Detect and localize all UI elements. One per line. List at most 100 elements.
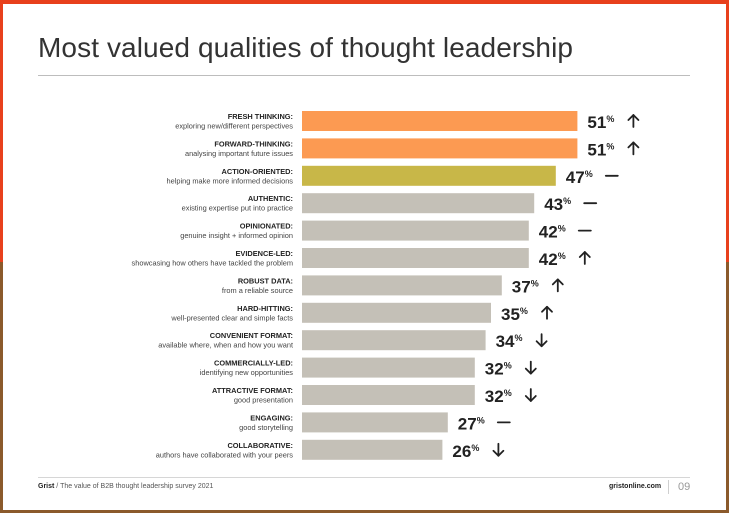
bar-row: ENGAGING:good storytelling 27% <box>239 412 511 433</box>
data-label-unit: % <box>606 114 614 124</box>
data-label-value: 51 <box>587 140 606 159</box>
footer-credit: Grist / The value of B2B thought leaders… <box>38 483 213 490</box>
data-label: 27% <box>458 414 485 433</box>
data-label: 32% <box>485 387 512 406</box>
footer-survey-name: The value of B2B thought leadership surv… <box>60 483 214 490</box>
category-description: well-presented clear and simple facts <box>170 313 293 322</box>
data-label: 43% <box>544 195 571 214</box>
data-label-unit: % <box>504 361 512 371</box>
category-description: authors have collaborated with your peer… <box>156 450 294 459</box>
page-title: Most valued qualities of thought leaders… <box>38 32 574 63</box>
bar <box>302 330 486 351</box>
category-label: COMMERCIALLY-LED: <box>214 359 293 368</box>
data-label: 34% <box>496 332 523 351</box>
bar <box>302 248 529 268</box>
bar-row: AUTHENTIC:existing expertise put into pr… <box>182 193 598 214</box>
page-number-divider <box>668 480 669 494</box>
bar <box>302 193 535 214</box>
bar <box>302 302 491 323</box>
data-label-value: 34 <box>496 332 515 351</box>
data-label: 26% <box>452 442 479 461</box>
bar-row: CONVENIENT FORMAT:available where, when … <box>158 330 548 351</box>
data-label-value: 35 <box>501 305 520 324</box>
category-label: ATTRACTIVE FORMAT: <box>212 386 293 395</box>
data-label-value: 43 <box>544 195 563 214</box>
data-label-unit: % <box>563 196 571 206</box>
bar-row: FORWARD-THINKING:analysing important fut… <box>185 138 640 159</box>
category-description: identifying new opportunities <box>200 368 294 377</box>
data-label-value: 47 <box>566 168 585 187</box>
category-label: ROBUST DATA: <box>238 276 293 285</box>
category-label: EVIDENCE-LED: <box>236 249 294 258</box>
arrow-down-icon <box>524 360 537 375</box>
data-label-unit: % <box>531 278 539 288</box>
data-label-value: 51 <box>587 113 606 132</box>
bar-row: FRESH THINKING:exploring new/different p… <box>175 111 640 132</box>
data-label-unit: % <box>606 141 614 151</box>
category-description: showcasing how others have tackled the p… <box>132 259 293 268</box>
data-label-unit: % <box>585 169 593 179</box>
bar-row: COMMERCIALLY-LED:identifying new opportu… <box>200 357 537 379</box>
data-label: 37% <box>512 277 539 296</box>
category-label: AUTHENTIC: <box>248 194 293 203</box>
data-label-value: 26 <box>452 442 471 461</box>
category-description: good presentation <box>234 396 293 405</box>
category-description: good storytelling <box>239 423 293 432</box>
data-label-unit: % <box>471 443 479 453</box>
footer-separator: / <box>56 483 59 490</box>
footer-brand: Grist <box>38 483 55 490</box>
bar-row: ROBUST DATA:from a reliable source 37% <box>222 275 564 296</box>
data-label-value: 32 <box>485 360 504 379</box>
data-label: 51% <box>587 113 614 132</box>
bar-row: ACTION-ORIENTED:helping make more inform… <box>166 165 619 187</box>
data-label-unit: % <box>558 224 566 234</box>
page-number: 09 <box>678 481 691 493</box>
data-label: 47% <box>566 168 593 187</box>
bar <box>302 385 475 405</box>
arrow-up-icon <box>578 251 591 265</box>
category-description: existing expertise put into practice <box>182 204 293 213</box>
arrow-down-icon <box>535 333 548 348</box>
bar <box>302 412 448 433</box>
arrow-up-icon <box>541 305 553 320</box>
bar <box>302 357 475 378</box>
category-label: FORWARD-THINKING: <box>214 139 293 148</box>
bar-row: EVIDENCE-LED:showcasing how others have … <box>132 248 591 269</box>
arrow-down-icon <box>524 388 537 402</box>
category-label: HARD-HITTING: <box>237 304 293 313</box>
category-label: CONVENIENT FORMAT: <box>210 331 293 340</box>
category-description: helping make more informed decisions <box>166 176 293 185</box>
data-label: 32% <box>485 360 512 379</box>
arrow-up-icon <box>627 141 640 156</box>
category-label: COLLABORATIVE: <box>227 441 293 450</box>
data-label-unit: % <box>515 333 523 343</box>
category-label: FRESH THINKING: <box>228 112 293 121</box>
category-description: genuine insight + informed opinion <box>180 231 293 240</box>
arrow-up-icon <box>627 114 640 128</box>
category-label: ENGAGING: <box>250 413 293 422</box>
data-label-unit: % <box>504 388 512 398</box>
bar <box>302 220 529 241</box>
bar-row: COLLABORATIVE:authors have collaborated … <box>156 439 505 461</box>
arrow-up-icon <box>551 278 564 293</box>
data-label-value: 27 <box>458 414 477 433</box>
bar <box>302 111 578 131</box>
bar <box>302 439 443 460</box>
category-label: OPINIONATED: <box>240 222 293 231</box>
data-label: 42% <box>539 223 566 242</box>
category-description: analysing important future issues <box>185 149 293 158</box>
bar <box>302 275 502 296</box>
footer-website[interactable]: gristonline.com <box>609 483 662 490</box>
category-label: ACTION-ORIENTED: <box>222 167 293 176</box>
data-label-value: 37 <box>512 277 531 296</box>
data-label-unit: % <box>520 306 528 316</box>
footer-divider <box>38 477 690 478</box>
category-description: from a reliable source <box>222 286 293 295</box>
data-label-unit: % <box>558 251 566 261</box>
category-description: exploring new/different perspectives <box>175 122 293 131</box>
data-label-value: 42 <box>539 223 558 242</box>
data-label-value: 32 <box>485 387 504 406</box>
title-divider <box>38 75 690 76</box>
bar-row: HARD-HITTING:well-presented clear and si… <box>170 302 553 324</box>
